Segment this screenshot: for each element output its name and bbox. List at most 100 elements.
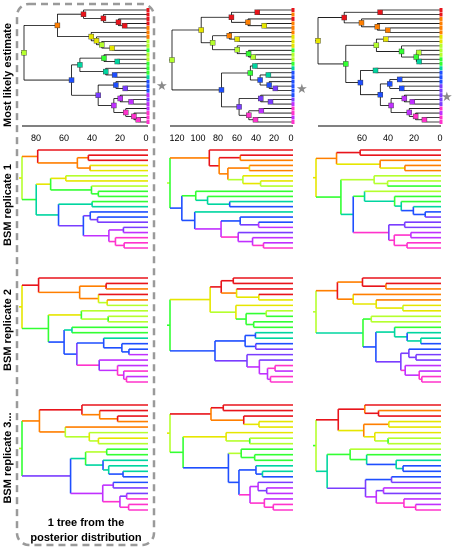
tip-marker — [146, 21, 150, 26]
tip-marker — [439, 84, 443, 89]
node-marker — [198, 27, 204, 33]
axis-col-1: 80 60 40 20 0 — [22, 125, 149, 143]
tip-marker — [146, 16, 150, 21]
node-marker — [226, 33, 232, 39]
tip-marker — [291, 52, 295, 57]
row-label-most-likely-text: Most likely estimate — [2, 23, 14, 127]
tip-marker — [146, 102, 150, 107]
tip-marker — [146, 111, 150, 116]
node-marker — [21, 50, 27, 56]
tip-marker — [439, 75, 443, 80]
node-marker — [315, 38, 321, 44]
star-marker-col-1: ★ — [156, 78, 168, 93]
axis-col-3-tick: 20 — [409, 133, 419, 143]
node-marker — [358, 20, 365, 26]
node-marker — [234, 47, 240, 53]
tip-marker — [146, 12, 150, 17]
tip-marker — [439, 48, 443, 53]
star-marker-col-2: ★ — [296, 81, 308, 96]
node-marker — [88, 33, 94, 40]
node-marker — [111, 72, 118, 78]
node-marker — [357, 79, 364, 86]
tree-panels — [19, 8, 443, 511]
tip-marker — [291, 21, 295, 26]
tip-marker — [146, 43, 150, 48]
tip-marker — [291, 48, 295, 53]
tip-marker — [439, 16, 443, 21]
tip-marker — [439, 25, 443, 30]
tip-marker — [291, 16, 295, 21]
tip-marker — [439, 79, 443, 84]
tip-marker — [439, 115, 443, 120]
node-marker — [267, 99, 274, 105]
axis-col-1-tick: 20 — [115, 133, 125, 143]
axis-col-2-tick: 60 — [232, 133, 242, 143]
node-marker — [123, 109, 129, 116]
node-marker — [250, 54, 256, 60]
node-marker — [234, 36, 240, 42]
node-marker — [95, 92, 101, 98]
node-marker — [121, 22, 128, 29]
node-marker — [258, 108, 265, 114]
row-label-bsm-2-text: BSM replicate 2 — [2, 289, 14, 371]
tip-marker — [439, 66, 443, 71]
node-marker — [382, 36, 389, 42]
node-marker — [68, 77, 75, 83]
node-marker — [387, 81, 393, 87]
node-marker — [385, 27, 391, 33]
tip-marker — [291, 34, 295, 39]
node-marker — [246, 112, 252, 118]
tip-marker — [291, 70, 295, 75]
node-marker — [128, 99, 134, 105]
node-marker — [131, 113, 137, 120]
tip-marker — [291, 66, 295, 71]
node-marker — [218, 87, 225, 93]
tip-marker — [291, 88, 295, 93]
node-marker — [236, 104, 242, 110]
tip-marker — [146, 75, 150, 80]
node-marker — [122, 85, 128, 92]
node-marker — [103, 68, 109, 75]
tip-marker — [439, 120, 443, 124]
tip-marker — [146, 39, 150, 44]
node-marker — [113, 82, 119, 88]
axis-col-1-tick: 40 — [87, 133, 97, 143]
node-marker — [372, 67, 379, 74]
star-marker-col-3: ★ — [441, 89, 452, 104]
tip-marker — [291, 61, 295, 66]
tip-marker — [146, 120, 150, 124]
tip-marker — [146, 52, 150, 57]
node-marker — [406, 109, 412, 116]
tip-marker — [439, 106, 443, 111]
node-marker — [416, 49, 422, 56]
node-marker — [117, 95, 123, 102]
tip-marker — [291, 93, 295, 98]
tip-marker — [439, 57, 443, 62]
node-marker — [114, 58, 120, 65]
node-marker — [228, 14, 235, 20]
tip-marker — [439, 43, 443, 48]
node-marker — [245, 19, 251, 26]
tip-marker — [291, 30, 295, 35]
tip-marker — [439, 52, 443, 57]
node-marker — [257, 95, 264, 102]
tip-marker — [291, 115, 295, 120]
axis-col-2-tick: 120 — [169, 133, 184, 143]
node-marker — [209, 40, 216, 46]
tip-marker — [291, 43, 295, 48]
node-marker — [272, 85, 279, 92]
tip-marker — [291, 97, 295, 102]
node-marker — [401, 95, 408, 102]
tip-marker — [291, 102, 295, 107]
tip-marker — [146, 106, 150, 111]
row-label-bsm-1: BSM replicate 1 — [2, 164, 14, 246]
row-label-bsm-3: BSM replicate 3... — [2, 412, 14, 503]
node-marker — [265, 72, 272, 78]
tip-marker — [146, 30, 150, 35]
node-marker — [388, 102, 394, 109]
caption-line-1: 1 tree from the — [48, 517, 124, 529]
axis-col-2-tick: 80 — [213, 133, 223, 143]
tip-marker — [146, 79, 150, 84]
node-marker — [343, 61, 349, 67]
tip-marker — [291, 25, 295, 30]
